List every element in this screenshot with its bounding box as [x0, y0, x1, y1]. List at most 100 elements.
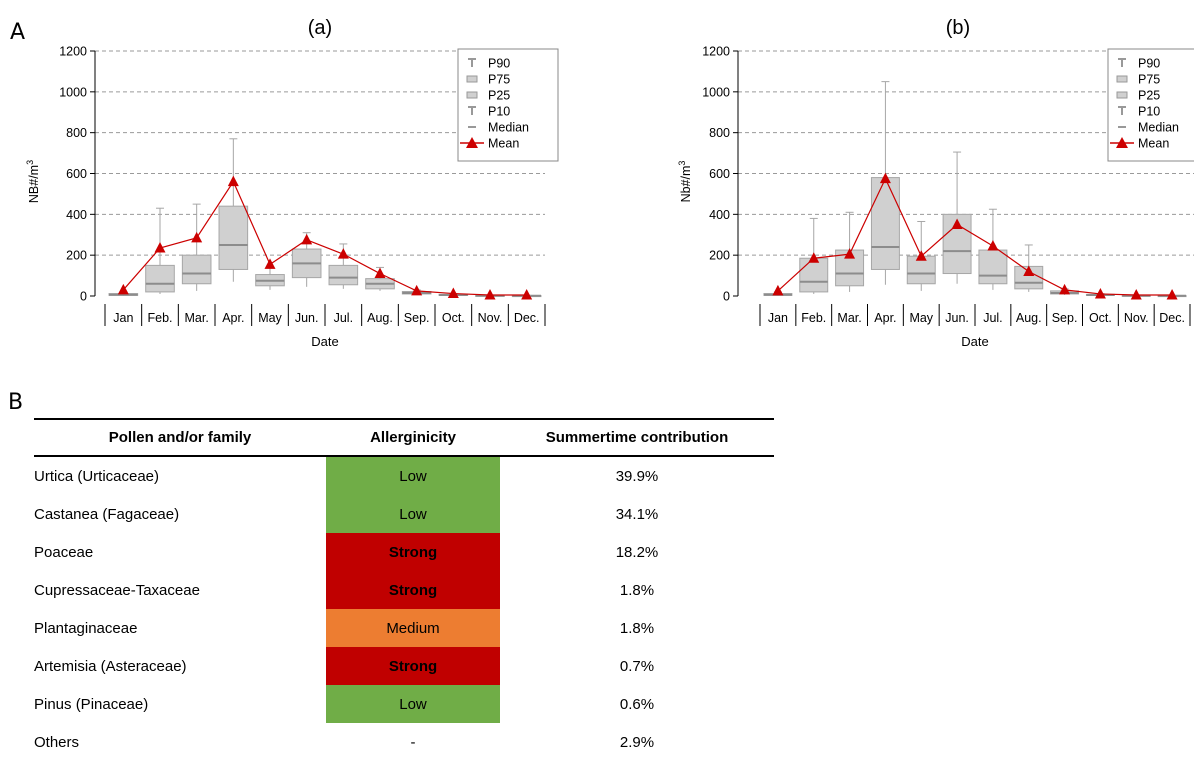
x-tick-label: Mar.: [837, 311, 861, 325]
mean-line: [777, 177, 1173, 296]
mean-marker: [411, 284, 423, 296]
legend: P90 P75 P25 P10 Median Mean: [457, 48, 559, 162]
x-tick-label: Dec.: [514, 311, 540, 325]
legend-label: P75: [1138, 73, 1160, 87]
mean-marker: [1094, 287, 1106, 299]
x-tick-label: Sep.: [404, 311, 430, 325]
x-tick-label: Aug.: [1016, 311, 1042, 325]
allerginicity-cell: Medium: [326, 609, 500, 647]
table-body: Urtica (Urticaceae) Low 39.9% Castanea (Fag…: [34, 457, 774, 761]
legend-box-symbol: [1116, 75, 1128, 83]
x-tick-label: Jul.: [334, 311, 353, 325]
panel-label-b: B: [8, 390, 24, 415]
x-axis-label: Date: [961, 334, 988, 349]
y-tick-label: 0: [723, 290, 730, 304]
summertime-contribution: 39.9%: [615, 467, 659, 485]
legend-whisker-symbol: [1118, 58, 1126, 67]
table-row: Poaceae Strong 18.2%: [34, 533, 774, 571]
x-tick-label: Jul.: [983, 311, 1002, 325]
chart-title: (b): [946, 17, 970, 39]
x-tick-label: Aug.: [367, 311, 393, 325]
y-tick-label: 800: [709, 126, 730, 140]
box-iqr: [870, 177, 900, 270]
y-tick-label: 1200: [59, 45, 87, 59]
pollen-table: Pollen and/or family Allerginicity Summe…: [34, 418, 774, 761]
table-row: Pinus (Pinaceae) Low 0.6%: [34, 685, 774, 723]
mean-marker: [374, 267, 386, 279]
legend-label: P25: [488, 89, 510, 103]
allerginicity-cell: -: [410, 733, 416, 751]
legend-label: Mean: [1138, 137, 1169, 151]
x-tick-label: Mar.: [185, 311, 209, 325]
mean-marker: [521, 288, 533, 300]
table-row: Cupressaceae-Taxaceae Strong 1.8%: [34, 571, 774, 609]
legend: P90 P75 P25 P10 Median Mean: [1107, 48, 1194, 162]
x-tick-label: Jan: [768, 311, 788, 325]
box-chart-a: (a) 0 200 400 600 800 1000 1200 NB#/m3 Jan Feb. Mar…: [25, 17, 559, 349]
y-tick-label: 400: [709, 208, 730, 222]
mean-line: [122, 180, 527, 296]
mean-marker: [1059, 283, 1071, 295]
legend-label: P10: [488, 105, 510, 119]
y-tick-label: 600: [66, 167, 87, 181]
box-iqr: [145, 264, 175, 293]
x-tick-label: Feb.: [801, 311, 826, 325]
legend-whisker-symbol: [468, 58, 476, 67]
mean-marker: [154, 242, 166, 253]
mean-marker: [484, 288, 496, 300]
table-row: Urtica (Urticaceae) Low 39.9%: [34, 457, 774, 495]
table-header-rule: [34, 455, 774, 457]
x-tick-label: Apr.: [222, 311, 244, 325]
legend-label: P90: [1138, 57, 1160, 71]
mean-marker: [117, 283, 129, 295]
pollen-name: Cupressaceae-Taxaceae: [34, 581, 200, 599]
mean-marker: [264, 258, 276, 269]
box-chart-b: (b) 0 200 400 600 800 1000 1200 Nb#/m3 Jan Feb. Mar…: [677, 17, 1194, 349]
panel-label-a: A: [10, 20, 26, 45]
legend-label: P10: [1138, 105, 1160, 119]
table-row: Castanea (Fagaceae) Low 34.1%: [34, 495, 774, 533]
pollen-name: Plantaginaceae: [34, 619, 138, 637]
legend-label: Median: [1138, 121, 1179, 135]
box-iqr: [328, 264, 359, 286]
header-contribution: Summertime contribution: [545, 429, 729, 446]
legend-label: P75: [488, 73, 510, 87]
mean-marker: [447, 287, 459, 299]
pollen-name: Castanea (Fagaceae): [34, 505, 180, 523]
mean-marker: [227, 175, 239, 187]
y-tick-label: 600: [709, 167, 730, 181]
pollen-name: Others: [34, 733, 80, 751]
x-tick-label: Nov.: [478, 311, 503, 325]
allerginicity-cell: Low: [326, 685, 500, 723]
y-tick-label: 400: [66, 208, 87, 222]
legend-mean-marker: [1116, 137, 1128, 148]
header-pollen: Pollen and/or family: [108, 429, 252, 446]
table-top-rule: [34, 418, 774, 420]
allerginicity-cell: Low: [326, 457, 500, 495]
x-tick-label: Jan: [113, 311, 133, 325]
x-tick-label: Apr.: [874, 311, 896, 325]
legend-whisker-symbol: [1118, 106, 1126, 115]
x-tick-label: Feb.: [147, 311, 172, 325]
mean-marker: [844, 248, 856, 259]
legend-box-symbol: [1116, 91, 1128, 99]
mean-marker: [1130, 288, 1142, 300]
allerginicity-cell: Strong: [326, 647, 500, 685]
mean-marker: [879, 172, 891, 184]
summertime-contribution: 2.9%: [619, 733, 655, 751]
allerginicity-cell: Strong: [326, 533, 500, 571]
y-tick-label: 800: [66, 126, 87, 140]
x-axis-label: Date: [311, 334, 338, 349]
pollen-name: Poaceae: [34, 543, 94, 561]
y-tick-label: 0: [80, 290, 87, 304]
table-row: Plantaginaceae Medium 1.8%: [34, 609, 774, 647]
summertime-contribution: 34.1%: [615, 505, 659, 523]
y-tick-label: 1200: [702, 45, 730, 59]
x-tick-label: Jun.: [945, 311, 969, 325]
legend-box-symbol: [466, 91, 478, 99]
pollen-name: Pinus (Pinaceae): [34, 695, 149, 713]
mean-marker: [915, 250, 927, 261]
x-tick-label: Nov.: [1124, 311, 1149, 325]
legend-box-symbol: [466, 75, 478, 83]
summertime-contribution: 0.7%: [619, 657, 655, 675]
